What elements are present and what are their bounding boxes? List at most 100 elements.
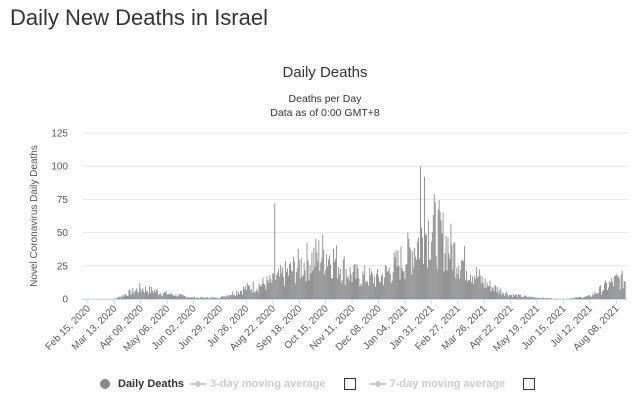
daily-deaths-bar (548, 298, 550, 299)
daily-deaths-bar (499, 290, 501, 299)
daily-deaths-bar (356, 264, 358, 299)
legend-7-day-marker (369, 379, 386, 389)
daily-deaths-bar (243, 289, 245, 299)
daily-deaths-bar (573, 297, 575, 299)
daily-deaths-bar (521, 296, 523, 299)
daily-deaths-bar (210, 297, 212, 299)
daily-deaths-bar (359, 286, 361, 299)
daily-deaths-bar (489, 280, 491, 299)
daily-deaths-bar (376, 274, 377, 299)
daily-deaths-bar (318, 240, 320, 299)
daily-deaths-bar (129, 289, 131, 299)
daily-deaths-bar (355, 278, 357, 299)
daily-deaths-bar (431, 232, 433, 299)
daily-deaths-bar (151, 286, 152, 299)
daily-deaths-bar (353, 265, 355, 299)
daily-deaths-bar (569, 298, 571, 299)
daily-deaths-bar (453, 242, 455, 299)
daily-deaths-bar (349, 266, 351, 299)
daily-deaths-bar (429, 259, 431, 299)
daily-deaths-bar (230, 295, 232, 299)
daily-deaths-bar (498, 293, 500, 299)
daily-deaths-bar (575, 297, 577, 299)
daily-deaths-bar (477, 276, 479, 299)
daily-deaths-bar (587, 295, 589, 299)
y-tick-label: 125 (51, 129, 68, 140)
toggle-7-day-checkbox[interactable] (523, 378, 536, 390)
daily-deaths-bar (345, 268, 347, 299)
y-tick-label: 25 (57, 261, 69, 272)
daily-deaths-bar (314, 266, 316, 299)
daily-deaths-bar (365, 282, 367, 299)
legend-daily-deaths[interactable]: Daily Deaths (100, 378, 184, 390)
daily-deaths-bar (494, 284, 496, 299)
daily-deaths-bar (405, 264, 407, 299)
daily-deaths-bar (398, 265, 400, 299)
daily-deaths-bar (299, 278, 301, 299)
daily-deaths-bar (422, 237, 423, 299)
daily-deaths-bar (282, 267, 284, 299)
daily-deaths-bar (296, 268, 298, 299)
daily-deaths-bar (604, 283, 605, 299)
legend-3-day-average[interactable]: 3-day moving average (190, 378, 326, 390)
daily-deaths-bar (288, 264, 290, 299)
daily-deaths-bar (417, 241, 419, 299)
daily-deaths-bar (425, 235, 427, 299)
daily-deaths-bar (182, 294, 184, 299)
daily-deaths-bar (523, 295, 525, 299)
daily-deaths-bar (505, 293, 507, 299)
daily-deaths-bars (114, 166, 626, 299)
daily-deaths-bar (275, 280, 277, 299)
daily-deaths-bar (542, 297, 544, 299)
daily-deaths-bar (459, 278, 461, 299)
daily-deaths-bar (483, 287, 485, 299)
daily-deaths-bar (465, 280, 467, 299)
daily-deaths-bar (167, 294, 169, 299)
daily-deaths-bar (344, 284, 346, 299)
daily-deaths-bar (288, 275, 289, 299)
daily-deaths-bar (503, 293, 505, 299)
daily-deaths-bar (609, 282, 611, 299)
daily-deaths-bar (514, 295, 515, 299)
daily-deaths-bar (238, 291, 240, 299)
daily-deaths-bar (420, 166, 422, 299)
daily-deaths-bar (304, 270, 306, 299)
daily-deaths-bar (322, 234, 324, 299)
daily-deaths-bar (188, 297, 190, 299)
daily-deaths-bar (387, 270, 389, 299)
daily-deaths-bar (534, 297, 536, 299)
daily-deaths-bar (218, 298, 220, 299)
daily-deaths-bar (588, 295, 590, 299)
daily-deaths-bar (466, 270, 467, 299)
daily-deaths-bar (136, 288, 138, 299)
daily-deaths-bar (192, 297, 194, 299)
daily-deaths-bar (366, 280, 368, 299)
daily-deaths-bar (363, 274, 365, 299)
daily-deaths-bar (394, 257, 396, 299)
daily-deaths-bar (385, 266, 387, 299)
daily-deaths-bar (127, 296, 129, 299)
daily-deaths-bar (382, 285, 384, 299)
daily-deaths-bar (146, 291, 148, 299)
daily-deaths-bar (397, 250, 399, 299)
daily-deaths-bar (472, 283, 474, 299)
daily-deaths-bar (598, 292, 600, 299)
daily-deaths-bar (462, 260, 464, 299)
toggle-3-day-checkbox[interactable] (343, 378, 356, 390)
daily-deaths-bar (276, 274, 278, 299)
daily-deaths-bar (374, 276, 376, 299)
daily-deaths-bar (381, 274, 383, 299)
daily-deaths-bar (213, 297, 215, 299)
daily-deaths-bar (590, 296, 592, 299)
daily-deaths-bar (412, 251, 414, 299)
legend-7-day-average[interactable]: 7-day moving average (369, 378, 505, 390)
daily-deaths-bar (280, 265, 282, 299)
daily-deaths-bar (235, 295, 237, 299)
daily-deaths-bar (203, 297, 205, 299)
daily-deaths-bar (623, 281, 625, 299)
daily-deaths-bar (116, 298, 118, 299)
daily-deaths-bar (303, 262, 305, 299)
daily-deaths-bar (580, 296, 582, 299)
daily-deaths-bar (589, 295, 591, 299)
daily-deaths-chart: Daily Deaths Deaths per Day Data as of 0… (29, 64, 628, 354)
